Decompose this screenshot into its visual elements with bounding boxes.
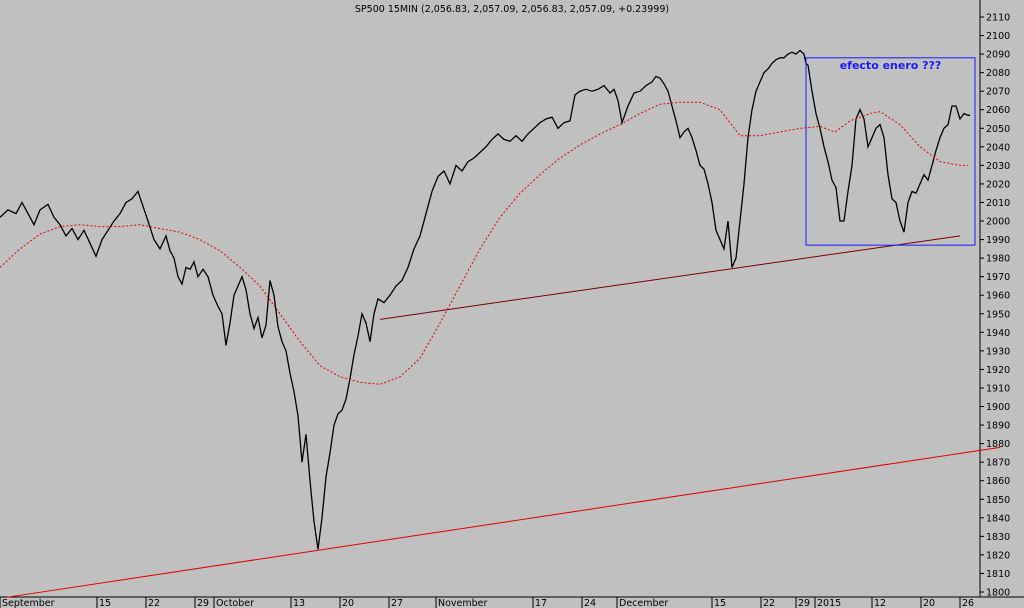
y-tick-label: 1870	[986, 458, 1010, 469]
trendlines	[4, 235, 1001, 599]
y-tick-label: 1890	[986, 421, 1010, 432]
y-tick-label: 1940	[986, 328, 1010, 339]
x-tick-label: 22	[148, 598, 160, 608]
y-tick-label: 2110	[986, 13, 1010, 24]
y-tick-label: 1880	[986, 439, 1010, 450]
x-tick-label: September	[2, 598, 55, 608]
x-tick-label: 20	[342, 598, 354, 608]
y-tick-label: 1930	[986, 346, 1010, 357]
x-tick-label: 15	[714, 598, 726, 608]
x-tick-label: 2015	[817, 598, 841, 608]
x-tick-label: 22	[763, 598, 775, 608]
y-tick-label: 1990	[986, 235, 1010, 246]
y-tick-label: 1850	[986, 495, 1010, 506]
series-line-0	[0, 49, 970, 550]
x-tick-label: 12	[874, 598, 886, 608]
x-tick-label: 26	[962, 598, 974, 608]
y-tick-label: 1970	[986, 272, 1010, 283]
x-tick-label: November	[438, 598, 488, 608]
y-tick-label: 2040	[986, 142, 1010, 153]
trendline-0	[4, 446, 1001, 599]
x-tick-label: 27	[391, 598, 403, 608]
trendline-1	[379, 235, 961, 320]
y-tick-label: 2020	[986, 179, 1010, 190]
x-ticks: September 15 22 29 October 13 20 27 November 17 24…	[0, 597, 974, 608]
y-tick-label: 1900	[986, 402, 1010, 413]
annotation-box	[805, 57, 976, 246]
y-tick-label: 2100	[986, 31, 1010, 42]
annotation-group: efecto enero ???	[805, 57, 976, 246]
y-tick-label: 1980	[986, 254, 1010, 265]
x-tick-label: 13	[293, 598, 305, 608]
y-tick-label: 1950	[986, 309, 1010, 320]
y-tick-label: 1910	[986, 383, 1010, 394]
y-tick-label: 2000	[986, 217, 1010, 228]
series-line-1	[0, 101, 968, 385]
y-tick-label: 1920	[986, 365, 1010, 376]
y-tick-label: 1820	[986, 550, 1010, 561]
y-tick-label: 1840	[986, 513, 1010, 524]
y-tick-label: 2080	[986, 68, 1010, 79]
chart-title: SP500 15MIN (2,056.83, 2,057.09, 2,056.8…	[355, 4, 669, 15]
series-group	[0, 49, 970, 550]
y-tick-label: 1800	[986, 588, 1010, 599]
y-tick-label: 2090	[986, 50, 1010, 61]
x-tick-label: 29	[197, 598, 209, 608]
annotation-label: efecto enero ???	[840, 59, 942, 72]
y-tick-label: 1960	[986, 291, 1010, 302]
x-tick-label: 24	[584, 598, 596, 608]
y-tick-label: 2010	[986, 198, 1010, 209]
y-tick-label: 2070	[986, 87, 1010, 98]
y-ticks: 2110 2100 2090 2080 2070 2060 2050 2040 2030 2020…	[980, 13, 1010, 599]
y-tick-label: 1810	[986, 569, 1010, 580]
x-tick-label: 15	[99, 598, 111, 608]
y-tick-label: 2050	[986, 124, 1010, 135]
y-tick-label: 2060	[986, 105, 1010, 116]
x-tick-label: October	[216, 598, 254, 608]
y-tick-label: 2030	[986, 161, 1010, 172]
y-tick-label: 1860	[986, 476, 1010, 487]
x-tick-label: 29	[798, 598, 810, 608]
x-tick-label: December	[619, 598, 668, 608]
x-tick-label: 20	[923, 598, 935, 608]
x-tick-label: 17	[535, 598, 547, 608]
y-tick-label: 1830	[986, 532, 1010, 543]
